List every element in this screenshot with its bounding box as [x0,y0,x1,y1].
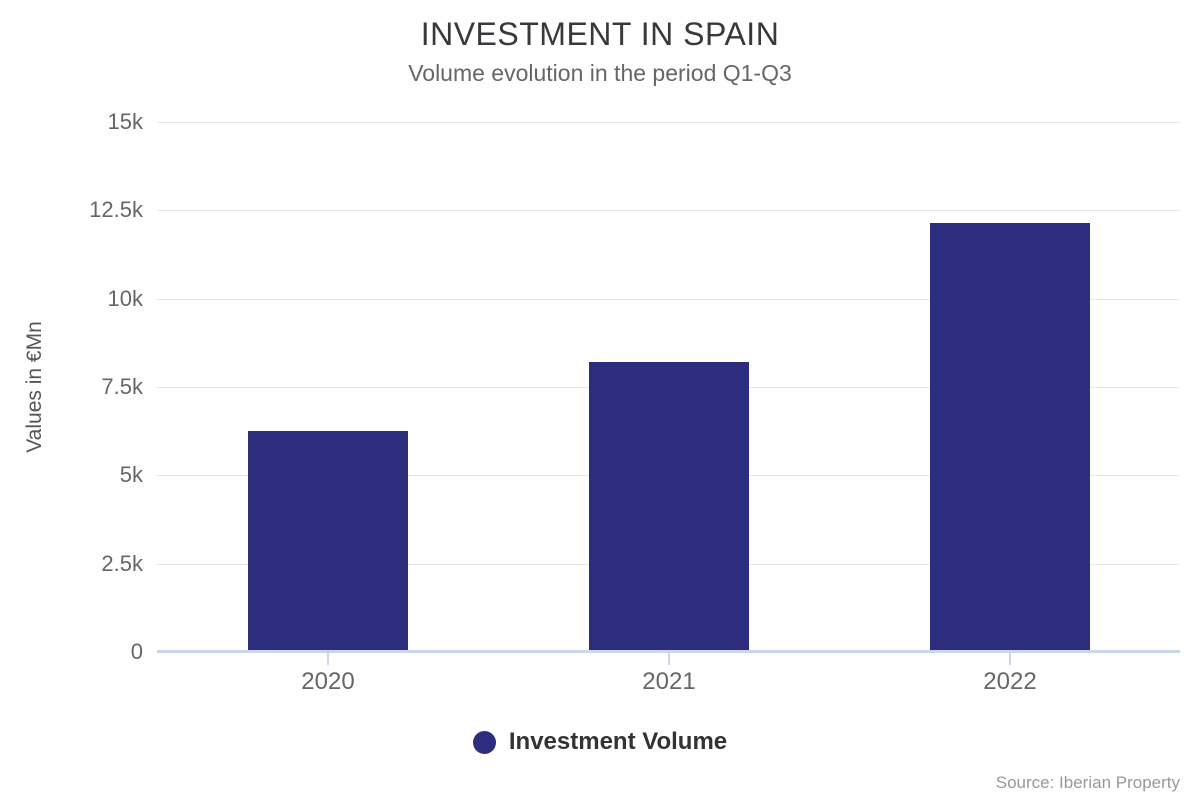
y-tick-label-15k: 15k [107,109,143,134]
plot-area [157,122,1180,652]
legend-series-label[interactable]: Investment Volume [508,728,728,755]
y-tick-label-0: 0 [130,639,143,664]
x-tick-2021 [668,653,670,665]
gridline-10k [157,299,1180,300]
gridline-12.5k [157,210,1180,211]
gridline-15k [157,122,1180,123]
legend: Investment Volume [0,728,1200,756]
source-credit: Source: Iberian Property [995,773,1180,792]
legend-marker-circle-icon[interactable] [472,730,496,754]
x-tick-label-2021: 2021 [642,668,696,695]
x-tick-2022 [1009,653,1011,665]
x-tick-2020 [327,653,329,665]
y-tick-label-2.5k: 2.5k [101,551,143,576]
chart-title: INVESTMENT IN SPAIN [420,16,780,52]
x-axis-line [157,650,1180,653]
chart-subtitle: Volume evolution in the period Q1-Q3 [408,60,792,86]
y-tick-label-12.5k: 12.5k [89,197,143,222]
y-tick-label-7.5k: 7.5k [101,374,143,399]
y-tick-label-10k: 10k [107,286,143,311]
bar-2021[interactable] [589,362,749,652]
y-tick-label-5k: 5k [119,462,143,487]
bar-2020[interactable] [248,431,408,652]
x-tick-label-2020: 2020 [301,668,355,695]
bar-2022[interactable] [930,223,1090,652]
x-tick-label-2022: 2022 [983,668,1037,695]
